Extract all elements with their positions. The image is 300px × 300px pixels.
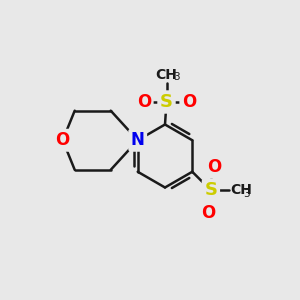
Text: O: O [207, 158, 222, 176]
Text: O: O [182, 93, 196, 111]
Text: O: O [137, 93, 151, 111]
Text: S: S [160, 93, 173, 111]
Text: CH: CH [231, 183, 253, 197]
Text: 3: 3 [173, 72, 180, 82]
Text: 3: 3 [243, 189, 249, 199]
Text: O: O [56, 131, 70, 149]
Text: O: O [201, 205, 216, 222]
Text: N: N [131, 131, 145, 149]
Text: S: S [204, 181, 218, 199]
Text: CH: CH [156, 68, 177, 82]
